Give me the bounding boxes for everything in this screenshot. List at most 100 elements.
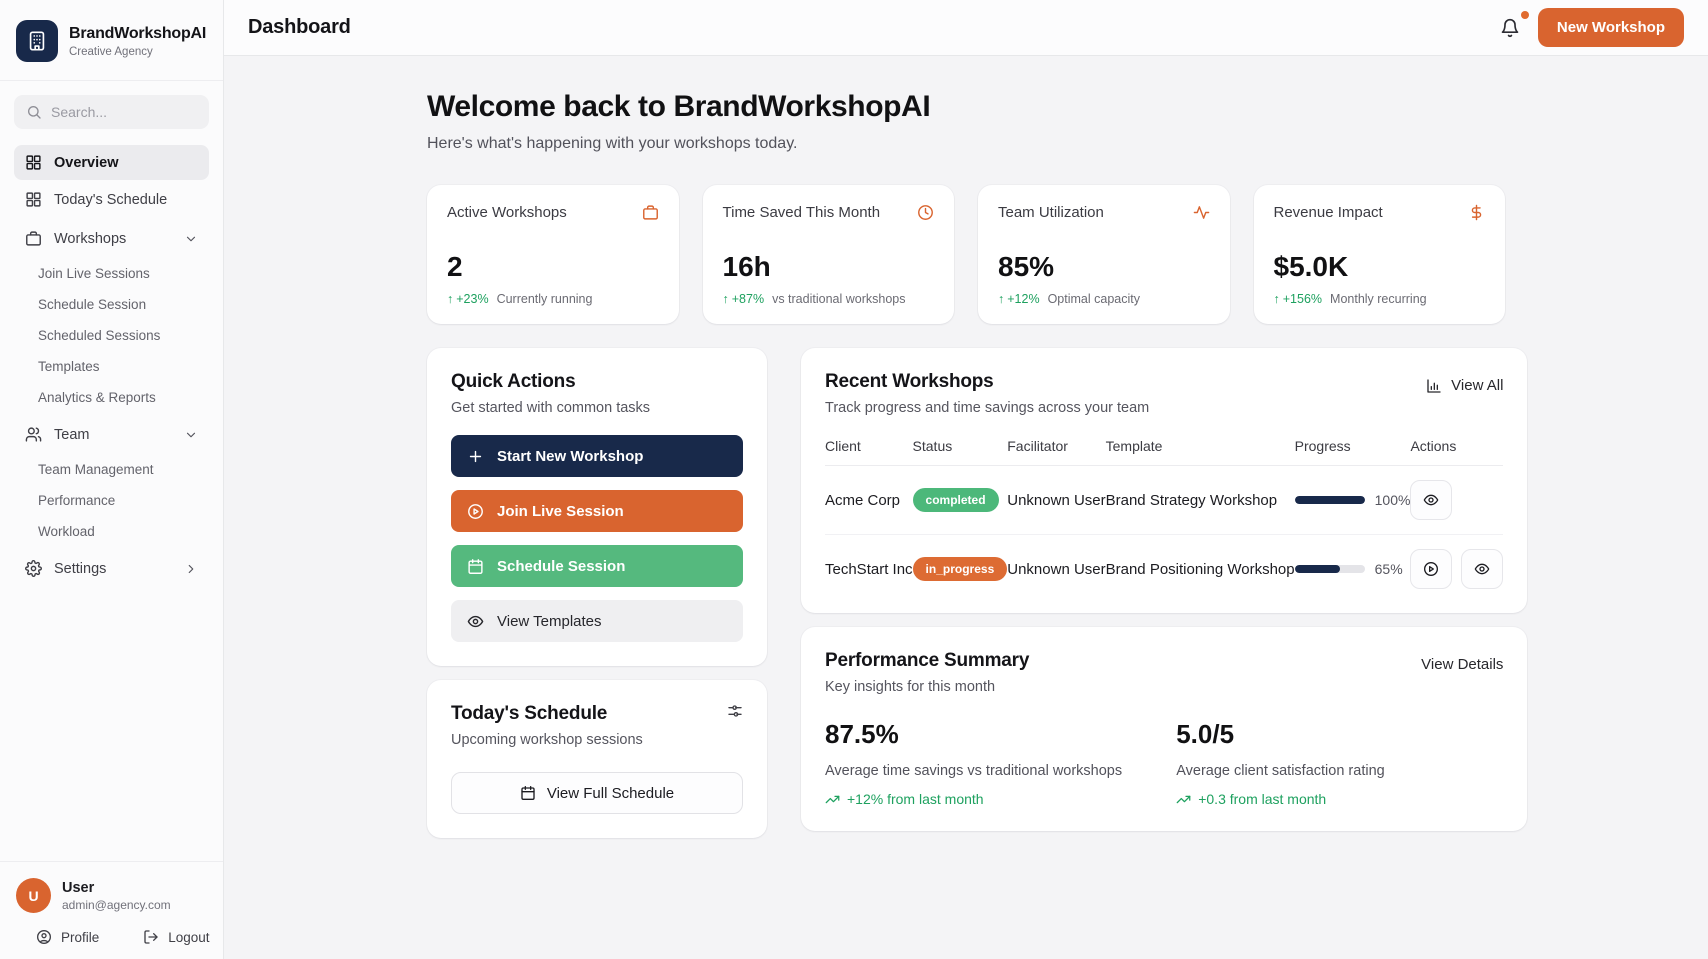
arrow-up-icon: ↑ bbox=[1273, 292, 1280, 306]
column-header: Template bbox=[1105, 430, 1295, 466]
join-live-session-button[interactable]: Join Live Session bbox=[451, 490, 743, 532]
avatar: U bbox=[16, 878, 51, 913]
welcome-title: Welcome back to BrandWorkshopAI bbox=[427, 90, 931, 123]
view-row-button[interactable] bbox=[1461, 549, 1504, 589]
stat-trend: ↑ +87% bbox=[722, 292, 765, 306]
profile-icon bbox=[36, 929, 52, 945]
arrow-up-icon: ↑ bbox=[998, 292, 1005, 306]
eye-icon bbox=[1474, 561, 1490, 577]
new-workshop-button[interactable]: New Workshop bbox=[1537, 8, 1684, 47]
metric-trend: +0.3 from last month bbox=[1176, 791, 1503, 807]
sidebar-item-workshops[interactable]: Workshops bbox=[14, 221, 209, 256]
stat-value: $5.0K bbox=[1273, 251, 1349, 282]
calendar-icon bbox=[520, 785, 536, 801]
stat-value: 2 bbox=[447, 251, 463, 282]
calendar-icon bbox=[467, 558, 484, 575]
todays-schedule-title: Today's Schedule bbox=[451, 703, 608, 724]
sidebar-item-overview[interactable]: Overview bbox=[14, 145, 209, 180]
stat-note: vs traditional workshops bbox=[772, 292, 906, 306]
sidebar-item-schedule-session[interactable]: Schedule Session bbox=[38, 297, 147, 312]
sidebar-item-label: Today's Schedule bbox=[54, 191, 168, 208]
logout-button[interactable]: Logout bbox=[143, 929, 210, 945]
cell-client: TechStart Inc bbox=[825, 560, 913, 578]
stat-note: Optimal capacity bbox=[1047, 292, 1140, 306]
sidebar-item-templates[interactable]: Templates bbox=[38, 359, 100, 374]
sidebar-nav: Overview Today's Schedule Workshops Join… bbox=[0, 139, 223, 861]
sidebar-item-team-management[interactable]: Team Management bbox=[38, 462, 154, 477]
view-details-button[interactable]: View Details bbox=[1421, 650, 1503, 673]
chevron-right-icon bbox=[184, 562, 198, 576]
table-row: Acme Corp completed Unknown User Brand S… bbox=[825, 465, 1504, 535]
stat-label: Team Utilization bbox=[998, 204, 1104, 221]
schedule-session-button[interactable]: Schedule Session bbox=[451, 545, 743, 587]
todays-schedule-panel: Today's Schedule Upcoming workshop sessi… bbox=[427, 680, 767, 838]
gear-icon bbox=[25, 560, 42, 577]
sidebar-item-analytics-reports[interactable]: Analytics & Reports bbox=[38, 390, 156, 405]
arrow-up-icon: ↑ bbox=[722, 292, 729, 306]
eye-icon bbox=[1423, 492, 1439, 508]
view-row-button[interactable] bbox=[1410, 480, 1453, 520]
sidebar-item-scheduled-sessions[interactable]: Scheduled Sessions bbox=[38, 328, 161, 343]
recent-workshops-panel: Recent Workshops Track progress and time… bbox=[801, 348, 1528, 613]
stat-note: Monthly recurring bbox=[1330, 292, 1427, 306]
search-box[interactable] bbox=[14, 95, 209, 129]
stat-card-revenue-impact: Revenue Impact $5.0K ↑ +156% Monthly recu… bbox=[1253, 185, 1505, 324]
notification-dot bbox=[1520, 10, 1529, 19]
grid-icon bbox=[25, 154, 42, 171]
recent-workshops-table: Client Status Facilitator Template Progr… bbox=[825, 430, 1504, 604]
sidebar-footer: U User admin@agency.com Profile Logout bbox=[0, 861, 223, 959]
sidebar-item-label: Overview bbox=[54, 154, 119, 171]
notifications-bell-icon[interactable] bbox=[1500, 10, 1529, 38]
chevron-down-icon bbox=[184, 428, 198, 442]
stat-label: Revenue Impact bbox=[1273, 204, 1383, 221]
trending-up-icon bbox=[825, 792, 840, 807]
brand-logo bbox=[16, 20, 58, 62]
welcome-section: Welcome back to BrandWorkshopAI Here's w… bbox=[427, 90, 1505, 153]
chevron-down-icon bbox=[184, 232, 198, 246]
view-all-button[interactable]: View All bbox=[1426, 371, 1503, 394]
quick-actions-panel: Quick Actions Get started with common ta… bbox=[427, 348, 767, 666]
column-header: Progress bbox=[1294, 430, 1411, 466]
progress-bar: 65% bbox=[1294, 561, 1411, 577]
status-badge: in_progress bbox=[912, 557, 1008, 581]
metric-value: 5.0/5 bbox=[1176, 719, 1235, 749]
sidebar-item-team[interactable]: Team bbox=[14, 417, 209, 452]
user-name: User bbox=[62, 879, 95, 896]
page-title: Dashboard bbox=[248, 16, 351, 38]
stat-label: Time Saved This Month bbox=[722, 204, 881, 221]
sidebar-item-workload[interactable]: Workload bbox=[38, 524, 95, 539]
resume-row-button[interactable] bbox=[1410, 549, 1453, 589]
stat-card-team-utilization: Team Utilization 85% ↑ +12% Optimal capac… bbox=[978, 185, 1230, 324]
profile-button[interactable]: Profile bbox=[36, 929, 99, 945]
search-input[interactable] bbox=[51, 104, 197, 120]
quick-actions-title: Quick Actions bbox=[451, 371, 576, 392]
stat-value: 85% bbox=[998, 251, 1055, 282]
stat-trend: ↑ +12% bbox=[998, 292, 1040, 306]
clock-icon bbox=[917, 204, 934, 221]
progress-label: 65% bbox=[1374, 561, 1403, 577]
sidebar: BrandWorkshopAI Creative Agency Overview… bbox=[0, 0, 224, 959]
sidebar-item-settings[interactable]: Settings bbox=[14, 551, 209, 586]
sliders-icon[interactable] bbox=[727, 703, 743, 719]
grid-icon bbox=[25, 191, 42, 208]
stat-trend: ↑ +23% bbox=[447, 292, 489, 306]
sidebar-item-todays-schedule[interactable]: Today's Schedule bbox=[14, 182, 209, 217]
view-full-schedule-button[interactable]: View Full Schedule bbox=[451, 772, 743, 814]
logout-icon bbox=[143, 929, 159, 945]
column-header: Actions bbox=[1410, 430, 1504, 466]
sidebar-item-performance[interactable]: Performance bbox=[38, 493, 116, 508]
cell-client: Acme Corp bbox=[825, 465, 913, 535]
table-row: TechStart Inc in_progress Unknown User B… bbox=[825, 535, 1504, 604]
metric-value: 87.5% bbox=[825, 719, 899, 749]
brand-name: BrandWorkshopAI bbox=[69, 24, 207, 42]
activity-icon bbox=[1193, 204, 1210, 221]
user-row: U User admin@agency.com bbox=[14, 878, 209, 913]
metric-trend: +12% from last month bbox=[825, 791, 1152, 807]
user-email: admin@agency.com bbox=[62, 897, 171, 912]
view-templates-button[interactable]: View Templates bbox=[451, 600, 743, 642]
column-header: Status bbox=[912, 430, 1008, 466]
metric-time-savings: 87.5% Average time savings vs traditiona… bbox=[825, 719, 1152, 807]
sidebar-item-join-live-sessions[interactable]: Join Live Sessions bbox=[38, 266, 150, 281]
start-new-workshop-button[interactable]: Start New Workshop bbox=[451, 435, 743, 477]
